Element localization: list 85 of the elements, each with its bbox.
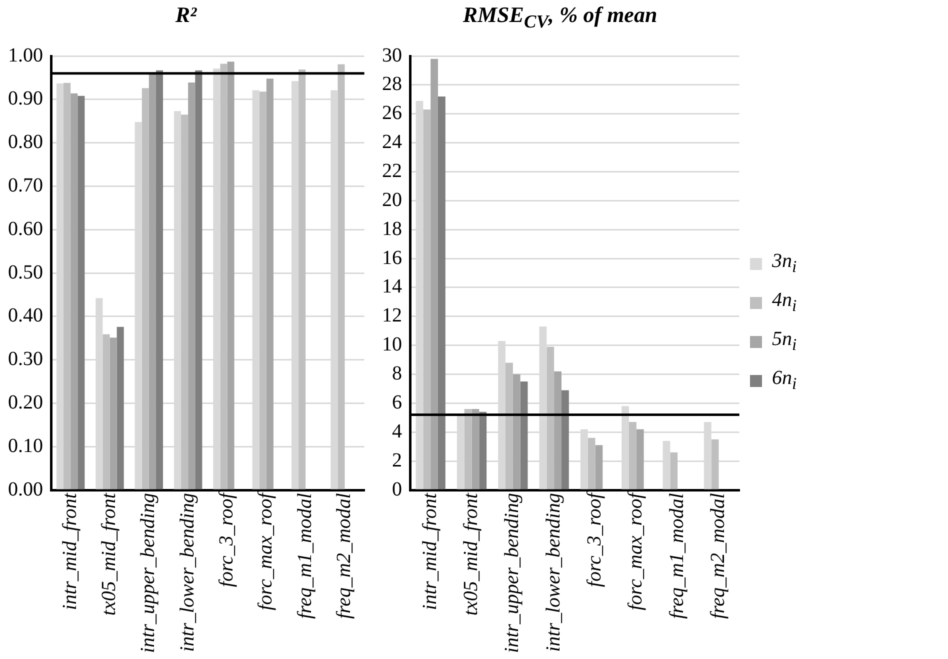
y-tick-label: 0.20	[8, 391, 43, 414]
y-tick-label: 28	[382, 73, 402, 96]
bar	[464, 408, 472, 490]
x-tick-label: freq_m2_modal	[707, 492, 729, 619]
y-tick-label: 18	[382, 218, 402, 240]
x-tick-label: forc_3_roof	[584, 490, 606, 588]
y-tick-label: 26	[382, 102, 402, 124]
x-tick-label: forc_3_roof	[216, 490, 238, 588]
bar	[110, 338, 117, 490]
y-tick-label: 0.90	[8, 88, 43, 110]
bar	[438, 96, 446, 490]
bar	[479, 412, 487, 490]
bar	[588, 438, 596, 490]
y-tick-label: 0.50	[8, 261, 43, 284]
y-tick-label: 0.00	[8, 478, 43, 500]
bar	[142, 88, 149, 490]
legend-label: 4n$_{i}$	[772, 289, 797, 316]
legend-label: 3n$_{i}$	[772, 250, 797, 277]
x-tick-label: forc_max_roof	[254, 490, 277, 610]
x-tick-label: freq_m1_modal	[294, 492, 316, 619]
bar	[423, 110, 431, 490]
y-tick-label: 0	[392, 478, 402, 500]
bar	[266, 78, 274, 490]
legend-label: 6n$_{i}$	[772, 367, 797, 394]
bar	[259, 92, 266, 490]
x-tick-label: intr_lower_bending	[542, 493, 564, 652]
bar	[338, 64, 345, 490]
bar	[554, 371, 562, 490]
x-tick-label: tx05_mid_front	[460, 492, 482, 616]
y-tick-label: 24	[382, 131, 402, 154]
y-tick-label: 0.10	[8, 434, 43, 457]
bar	[506, 362, 513, 490]
x-tick-label: forc_max_roof	[624, 490, 647, 610]
bar	[220, 64, 228, 490]
y-tick-label: 0.70	[8, 174, 43, 196]
bar	[430, 58, 438, 490]
bar	[64, 82, 71, 490]
x-tick-label: intr_mid_front	[418, 492, 441, 610]
y-tick-label: 22	[382, 160, 402, 182]
bar	[116, 326, 124, 490]
bar	[195, 70, 202, 490]
bar	[546, 346, 554, 490]
y-tick-label: 14	[382, 276, 402, 298]
chart-title: R²	[174, 2, 198, 28]
y-tick-label: 8	[392, 362, 402, 385]
bar	[472, 408, 480, 490]
y-tick-label: 0.40	[8, 304, 43, 327]
x-tick-label: intr_mid_front	[58, 492, 81, 610]
bar	[181, 114, 188, 490]
y-tick-label: 4	[392, 420, 402, 442]
bar	[227, 62, 234, 490]
y-tick-label: 2	[392, 449, 402, 472]
bar	[520, 382, 528, 490]
y-tick-label: 12	[382, 304, 402, 327]
chart-title: RMSE$_{CV}$, % of mean	[462, 2, 658, 32]
x-tick-label: intr_upper_bending	[501, 493, 524, 654]
y-tick-label: 0.60	[8, 218, 43, 240]
bar	[636, 429, 644, 490]
x-tick-label: intr_lower_bending	[176, 493, 198, 652]
bar	[512, 374, 520, 490]
x-tick-label: intr_upper_bending	[137, 493, 160, 654]
y-tick-label: 6	[392, 391, 402, 414]
y-tick-label: 10	[382, 334, 402, 356]
y-tick-label: 16	[382, 246, 402, 269]
bar	[70, 93, 78, 490]
bar	[298, 69, 306, 490]
x-tick-label: freq_m2_modal	[333, 492, 355, 619]
legend-label: 5n$_{i}$	[772, 328, 797, 355]
bar	[78, 96, 85, 490]
bar	[102, 334, 110, 490]
bar	[561, 390, 569, 490]
y-tick-label: 0.30	[8, 348, 43, 370]
y-tick-label: 20	[382, 188, 402, 211]
bar	[711, 439, 719, 490]
y-tick-label: 1.00	[8, 44, 43, 66]
bar	[629, 422, 636, 490]
bar	[156, 70, 164, 490]
y-tick-label: 30	[382, 44, 402, 66]
bar	[670, 452, 678, 490]
x-tick-label: tx05_mid_front	[98, 492, 120, 616]
bar	[188, 82, 196, 490]
bar	[148, 72, 156, 490]
x-tick-label: freq_m1_modal	[666, 492, 688, 619]
bar	[595, 445, 603, 490]
y-tick-label: 0.80	[8, 131, 43, 154]
